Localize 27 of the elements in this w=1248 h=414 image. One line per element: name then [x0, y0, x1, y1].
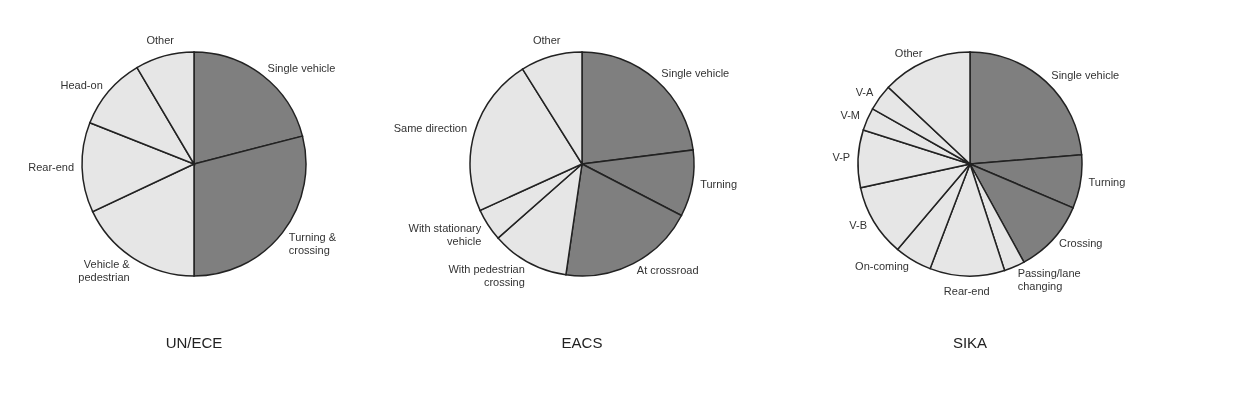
- text: SIKA: [952, 334, 988, 351]
- slice-label: Same direction: [393, 122, 468, 135]
- slice-label: Single vehicle: [267, 62, 336, 75]
- text: EACS: [561, 334, 603, 351]
- slice-label: With stationary vehicle: [408, 222, 482, 248]
- slice-label: Other: [532, 33, 561, 46]
- slice-label: At crossroad: [636, 263, 699, 276]
- slice-label: Vehicle & pedestrian: [78, 258, 131, 284]
- slice-label: With pedestrian crossing: [448, 262, 525, 288]
- slice-label: Single vehicle: [661, 66, 730, 79]
- slice-label: Rear-end: [28, 160, 75, 173]
- slice-label: Turning & crossing: [288, 230, 337, 256]
- slice-label: V-B: [849, 218, 868, 231]
- slice-label: Crossing: [1059, 237, 1103, 250]
- slice-label: Head-on: [60, 79, 103, 92]
- slice-label: On-coming: [855, 260, 909, 273]
- text: UN/ECE: [165, 334, 223, 351]
- slice-label: V-P: [832, 151, 851, 164]
- slice-label: Other: [894, 46, 923, 59]
- slice-label: V-A: [855, 85, 875, 98]
- slice-label: Turning: [1088, 176, 1126, 189]
- slice-label: Other: [146, 33, 175, 46]
- slice-label: Rear-end: [943, 284, 990, 297]
- slice-label: Single vehicle: [1051, 68, 1120, 81]
- slice-label: Turning: [700, 178, 738, 190]
- slice-label: V-M: [840, 109, 861, 121]
- slice-label: Passing/lane changing: [1017, 267, 1081, 293]
